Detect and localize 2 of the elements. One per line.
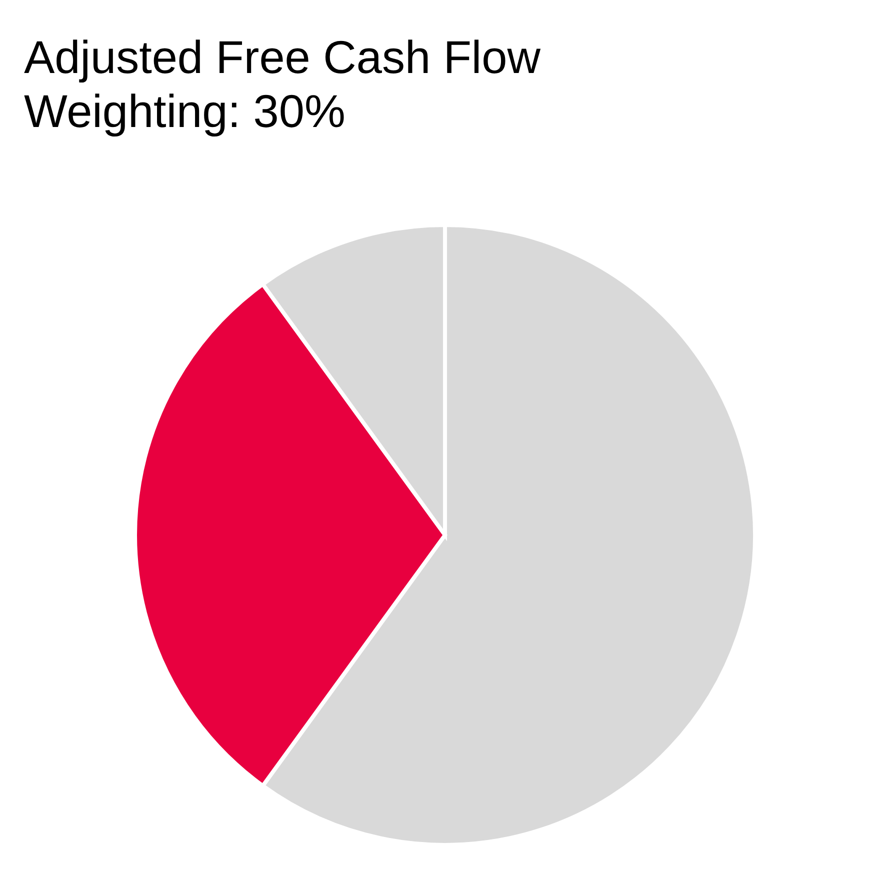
chart-subtitle: Weighting: 30% — [24, 84, 346, 138]
chart-title: Adjusted Free Cash Flow — [24, 30, 540, 84]
